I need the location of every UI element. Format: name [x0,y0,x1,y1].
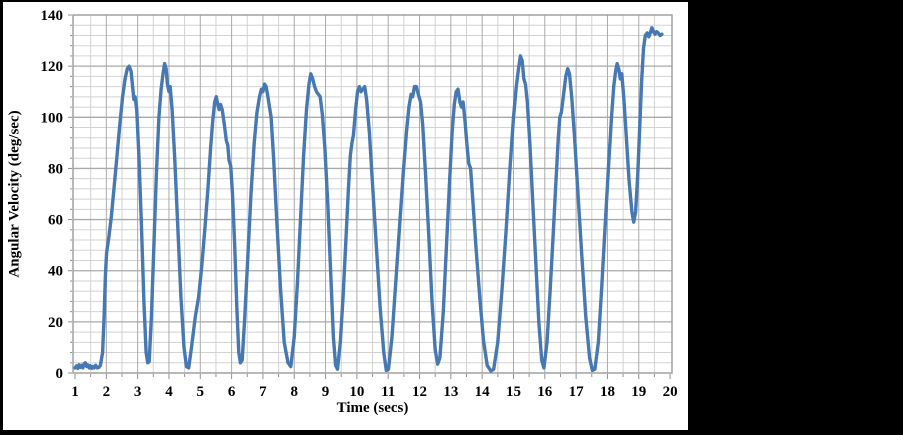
x-tick-label: 8 [290,384,298,400]
x-tick-label: 1 [71,384,79,400]
x-tick-label: 2 [103,384,111,400]
x-tick-label: 6 [228,384,236,400]
gridlines-minor [73,15,672,373]
chart-window: 1 2 3 4 5 6 7 8 9 10 11 12 13 14 15 16 17 18 19 20 0 20 40 60 80… [3,2,688,430]
y-tick-label: 40 [48,264,63,280]
axis-ticks [68,14,671,379]
series-line [73,26,664,373]
gridlines-major [73,15,672,373]
y-tick-label: 100 [41,110,64,126]
x-tick-label: 4 [165,384,173,400]
x-tick-label: 10 [349,384,364,400]
x-tick-label: 15 [506,384,521,400]
x-tick-label: 5 [197,384,205,400]
x-tick-labels: 1 2 3 4 5 6 7 8 9 10 11 12 13 14 15 16 17 18 19 20 [71,384,677,400]
y-tick-label: 80 [48,161,63,177]
y-axis-title: Angular Velocity (deg/sec) [6,110,23,278]
x-axis-title: Time (secs) [336,400,409,416]
y-tick-label: 120 [41,59,64,75]
x-tick-label: 11 [381,384,395,400]
x-tick-label: 19 [631,384,646,400]
y-tick-label: 0 [56,366,64,382]
y-tick-label: 60 [48,213,63,229]
y-tick-label: 20 [48,315,63,331]
x-tick-label: 14 [475,384,491,400]
plot-area: 1 2 3 4 5 6 7 8 9 10 11 12 13 14 15 16 17 18 19 20020406080… [41,8,678,400]
x-tick-label: 18 [600,384,615,400]
plot-border [72,14,673,374]
angular-velocity-line [73,26,664,373]
x-tick-label: 7 [259,384,267,400]
y-tick-labels: 0 20 40 60 80 100 120 140 [41,8,64,382]
plot-frame [72,14,673,374]
x-tick-label: 12 [412,384,427,400]
y-tick-label: 140 [41,8,64,24]
x-tick-label: 20 [663,384,678,400]
x-tick-label: 17 [569,384,585,400]
x-tick-label: 9 [322,384,330,400]
x-tick-label: 16 [537,384,553,400]
x-tick-label: 13 [443,384,458,400]
x-tick-label: 3 [134,384,142,400]
